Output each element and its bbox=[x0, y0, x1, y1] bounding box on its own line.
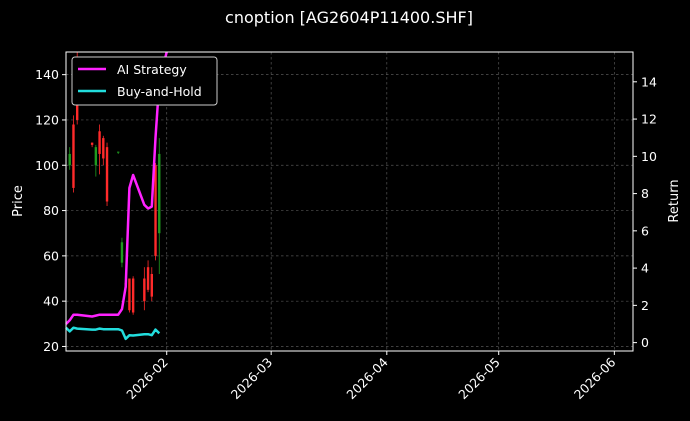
candle-body bbox=[143, 278, 146, 302]
y-right-tick-label: 14 bbox=[641, 74, 657, 89]
legend-label-buy-and-hold: Buy-and-Hold bbox=[117, 84, 202, 99]
plot-frame bbox=[65, 51, 634, 352]
y-axis-label-right: Return bbox=[667, 179, 682, 222]
y-right-tick-label: 0 bbox=[641, 335, 649, 350]
y-right-tick-label: 6 bbox=[641, 223, 649, 238]
series-lines bbox=[65, 51, 168, 341]
grid bbox=[66, 52, 633, 351]
y-right-tick-label: 12 bbox=[641, 112, 657, 127]
legend-box bbox=[71, 56, 218, 106]
y-left-tick-label: 120 bbox=[35, 112, 59, 127]
y-right-tick-label: 10 bbox=[641, 149, 657, 164]
y-right-tick-label: 2 bbox=[641, 298, 649, 313]
y-right-tick-label: 8 bbox=[641, 186, 649, 201]
y-left-tick-label: 140 bbox=[35, 67, 59, 82]
y-left-tick-label: 20 bbox=[43, 339, 59, 354]
y-axis-label-left: Price bbox=[11, 185, 26, 217]
candle-body bbox=[146, 267, 150, 290]
candle-body bbox=[158, 153, 161, 234]
series-line-ai-strategy bbox=[65, 51, 168, 325]
y-left-tick-label: 40 bbox=[43, 294, 59, 309]
y-left-tick-label: 100 bbox=[35, 158, 59, 173]
y-axis-right: 0 2 4 6 8 10 12 14 bbox=[633, 74, 657, 350]
candle-body bbox=[128, 278, 131, 311]
candle-body bbox=[105, 147, 109, 202]
candle-body bbox=[72, 124, 75, 188]
legend: AI Strategy Buy-and-Hold bbox=[71, 56, 218, 106]
candle-body bbox=[102, 138, 105, 159]
series-line-buy-and-hold bbox=[65, 326, 161, 341]
chart-title: cnoption [AG2604P11400.SHF] bbox=[225, 8, 473, 27]
candle-body bbox=[131, 278, 135, 313]
candle-body bbox=[98, 131, 101, 154]
y-left-tick-label: 60 bbox=[43, 248, 59, 263]
candle-body bbox=[75, 101, 79, 120]
candle-body bbox=[120, 242, 124, 263]
candle-body bbox=[68, 153, 71, 166]
legend-label-ai-strategy: AI Strategy bbox=[117, 62, 187, 77]
y-left-tick-label: 80 bbox=[43, 203, 59, 218]
y-right-tick-label: 4 bbox=[641, 261, 649, 276]
candle-body bbox=[150, 273, 153, 297]
candle-body bbox=[117, 151, 120, 153]
y-axis-left: 20 40 60 80 100 120 140 bbox=[35, 67, 66, 354]
candle-body bbox=[94, 147, 98, 166]
candle-body bbox=[154, 165, 157, 256]
candles bbox=[68, 52, 161, 315]
candle-body bbox=[90, 142, 94, 145]
